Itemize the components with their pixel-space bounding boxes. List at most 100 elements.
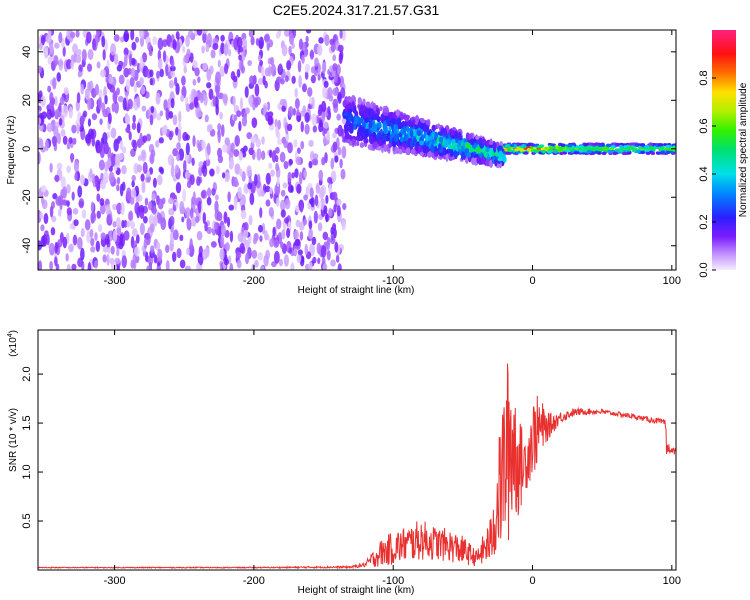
spectrogram-cell [116, 87, 120, 96]
spectrogram-cell [202, 31, 207, 44]
spectrogram-cell [526, 143, 531, 147]
spectrogram-cell [288, 247, 293, 254]
spectrogram-cell [56, 72, 62, 83]
spectrogram-cell [293, 248, 298, 255]
spectrogram-cell [300, 140, 305, 150]
spectrogram-cell [277, 138, 283, 145]
spectrogram-cell [309, 150, 315, 162]
spectrogram-cell [341, 220, 346, 231]
spectrogram-cell [273, 250, 280, 264]
spectrogram-cell [70, 31, 76, 39]
spectrogram-cell [383, 144, 388, 153]
spectrogram-cell [48, 101, 54, 112]
spectrogram-cell [599, 147, 605, 152]
spectrogram-cell [232, 75, 238, 83]
spectrogram-cell [72, 137, 77, 145]
spectrogram-cell [202, 212, 206, 225]
spectrogram-cell [123, 30, 130, 42]
spectrogram-cell [137, 155, 142, 162]
spectrogram-cell [72, 208, 79, 215]
spectrogram-cell [210, 241, 217, 248]
spectrogram-cell [242, 38, 248, 51]
spectrogram-cell [54, 241, 58, 254]
spectrogram-cell [257, 224, 263, 233]
spectrogram-cell [123, 47, 129, 56]
spectrogram-cell [317, 62, 321, 76]
spectrogram-cell [224, 242, 230, 252]
spectrogram-cell [337, 124, 343, 137]
spectrogram-cell [181, 75, 186, 86]
spectrogram-cell [373, 124, 378, 130]
spectrogram-cell [96, 210, 101, 219]
spectrogram-cell [234, 163, 241, 175]
spectrogram-cell [58, 58, 64, 71]
spectrogram-cell [240, 209, 247, 220]
spectrogram-cell [189, 52, 194, 63]
spectrogram-cell [185, 34, 190, 48]
snr-x-ticks: -300 -200 -100 0 100 [104, 330, 681, 587]
spectrogram-cell [258, 36, 265, 50]
spectrogram-cell [54, 95, 58, 107]
spectrogram-cell [220, 42, 225, 55]
spectrogram-cell [192, 78, 197, 86]
spectrogram-cell [59, 96, 65, 106]
spectrogram-cell [259, 235, 263, 243]
spectrogram-cell [242, 150, 247, 158]
spectrogram-cell [112, 221, 117, 228]
spectrogram-cell [102, 246, 109, 253]
spectrogram-cell [56, 162, 63, 170]
spectrogram-cell [303, 169, 308, 178]
spectrogram-cell [113, 53, 119, 65]
spectrogram-cell [95, 240, 101, 253]
spectrogram-cell [81, 209, 87, 219]
spectrogram-cell [159, 167, 165, 175]
spectrogram-cell [377, 146, 383, 151]
spectrogram-cell [405, 147, 410, 155]
spectrogram-cell [163, 99, 168, 111]
spectrogram-cell [102, 109, 109, 118]
spectrogram-cell [140, 173, 145, 182]
spectrogram-cell [140, 85, 146, 95]
spectrogram-cell [350, 116, 355, 124]
spectrogram-cell [409, 140, 414, 148]
spectrogram-cell [80, 247, 85, 261]
spectrogram-cell [233, 114, 238, 121]
spectrogram-cell [436, 123, 441, 129]
spectrogram-cell [66, 165, 71, 174]
spectrogram-cell [145, 133, 152, 142]
spectrogram-cell [343, 112, 349, 117]
spectrogram-cell [212, 95, 217, 107]
spectrogram-cell [179, 259, 186, 269]
spectrogram-cell [414, 115, 419, 125]
spectrogram-cell [239, 243, 245, 254]
spectrogram-cell [215, 71, 221, 85]
spectrogram-cell [150, 149, 156, 158]
spectrogram-cell [201, 45, 205, 54]
spectrogram-cell [60, 129, 66, 137]
spectrogram-cell [276, 176, 280, 188]
spectrogram-cell [341, 30, 346, 41]
spectrogram-cell [114, 101, 119, 114]
spectrogram-cell [610, 145, 616, 149]
spectrogram-cell [307, 87, 313, 97]
spectrogram-cell [113, 164, 118, 172]
spectrogram-cell [311, 158, 318, 166]
spectrogram-cell [127, 98, 133, 110]
spectrogram-cell [243, 229, 249, 238]
spectrogram-cell [246, 132, 253, 140]
spectrogram-cell [113, 34, 120, 42]
spectrogram-cell [108, 76, 114, 84]
spectrogram-cell [328, 184, 333, 195]
spectrogram-cell [579, 149, 584, 153]
spectrogram-cell [409, 129, 414, 138]
spectrogram-cell [412, 119, 416, 125]
spectrogram-cell [330, 170, 337, 183]
spectrogram-cell [308, 96, 313, 105]
spectrogram-cell [276, 218, 282, 230]
spectrogram-cell [215, 103, 219, 116]
spectrogram-cell [219, 111, 224, 120]
spectrogram-cell [562, 151, 568, 155]
spectrogram-cell [453, 150, 457, 158]
spectrogram-cell [320, 245, 327, 259]
spectrogram-cell [388, 142, 392, 149]
